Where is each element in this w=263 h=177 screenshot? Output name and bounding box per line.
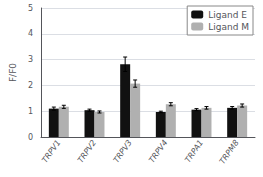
svg-text:TRPA1: TRPA1 <box>183 138 205 164</box>
svg-text:3: 3 <box>28 55 33 64</box>
svg-text:4: 4 <box>28 29 33 38</box>
svg-text:TRPV2: TRPV2 <box>76 138 98 164</box>
svg-text:TRPM8: TRPM8 <box>218 138 241 165</box>
svg-text:2: 2 <box>28 81 33 90</box>
svg-text:Ligand M: Ligand M <box>208 22 249 32</box>
svg-text:1: 1 <box>28 107 33 116</box>
svg-text:TRPV3: TRPV3 <box>112 138 134 164</box>
svg-text:Ligand E: Ligand E <box>208 10 247 20</box>
svg-text:TRPV1: TRPV1 <box>40 138 62 164</box>
svg-text:0: 0 <box>28 133 33 142</box>
svg-text:5: 5 <box>28 4 33 13</box>
svg-text:F/F0: F/F0 <box>8 63 18 82</box>
svg-text:TRPV4: TRPV4 <box>147 138 169 164</box>
